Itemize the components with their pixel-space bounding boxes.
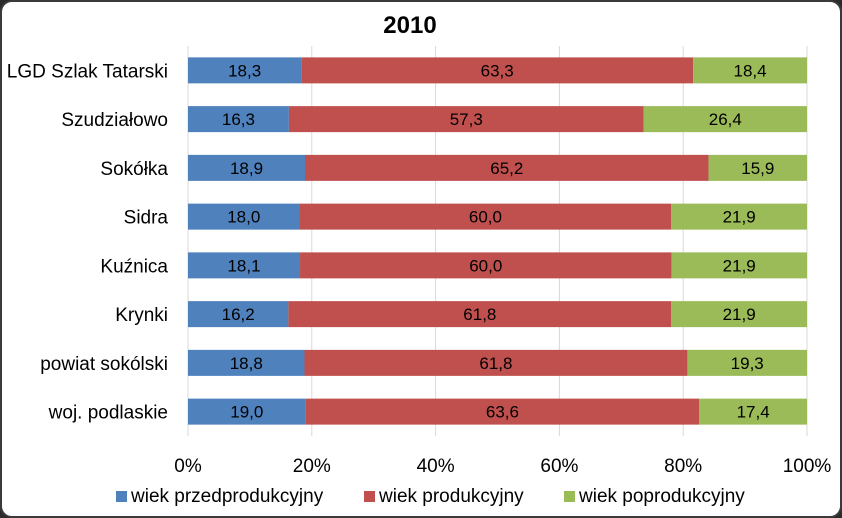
- data-label: 18,9: [230, 159, 263, 178]
- legend-label: wiek przedprodukcyjny: [130, 486, 324, 507]
- bar-segment: [188, 252, 301, 279]
- data-label: 18,4: [734, 61, 767, 80]
- data-label: 16,3: [222, 110, 255, 129]
- bar-segment: [304, 154, 709, 181]
- x-tick-label: 0%: [174, 456, 202, 477]
- data-label: 18,3: [228, 61, 261, 80]
- x-tick-label: 40%: [417, 456, 455, 477]
- bar-segment: [188, 154, 305, 181]
- data-label: 15,9: [741, 159, 774, 178]
- data-label: 19,0: [230, 403, 263, 422]
- legend-label: wiek poprodukcyjny: [578, 486, 745, 507]
- gridlines: [187, 46, 808, 436]
- bar-segment: [188, 398, 306, 425]
- bar-segment: [188, 203, 300, 230]
- bar-segment: [188, 349, 305, 376]
- category-label: Kuźnica: [100, 256, 168, 277]
- data-label: 16,2: [222, 305, 255, 324]
- x-tick-label: 80%: [664, 456, 702, 477]
- bar-segment: [699, 398, 807, 425]
- data-label: 60,0: [469, 208, 502, 227]
- data-label: 65,2: [490, 159, 523, 178]
- legend-label: wiek produkcyjny: [378, 486, 524, 507]
- data-label: 63,3: [481, 61, 514, 80]
- bar-segment: [188, 106, 289, 133]
- category-label: Sokółka: [100, 159, 168, 180]
- bar-segment: [288, 301, 672, 328]
- category-label: powiat sokólski: [40, 354, 168, 375]
- data-label: 61,8: [463, 305, 496, 324]
- category-label: Krynki: [115, 305, 168, 326]
- bar-segment: [671, 252, 807, 279]
- category-label: woj. podlaskie: [48, 403, 168, 424]
- data-label: 60,0: [469, 256, 502, 275]
- data-label: 21,9: [723, 305, 756, 324]
- bar-segment: [301, 57, 694, 84]
- data-label: 18,8: [230, 354, 263, 373]
- legend-swatch: [564, 491, 575, 502]
- category-label: Szudziałowo: [61, 110, 168, 131]
- legend-swatch: [364, 491, 375, 502]
- bar-segment: [304, 349, 688, 376]
- category-label: Sidra: [124, 208, 169, 229]
- chart-title: 2010: [383, 12, 436, 39]
- bar-segment: [708, 154, 807, 181]
- bar-segment: [687, 349, 807, 376]
- data-label: 57,3: [450, 110, 483, 129]
- x-axis-tick-labels: 0% 20% 40% 60% 80% 100%: [174, 456, 831, 477]
- bar-segment: [188, 57, 302, 84]
- data-label: 21,9: [723, 208, 756, 227]
- data-label: 17,4: [737, 403, 770, 422]
- bar-segment: [693, 57, 807, 84]
- data-label: 26,4: [709, 110, 742, 129]
- category-label: LGD Szlak Tatarski: [7, 61, 168, 82]
- bar-segment: [188, 301, 289, 328]
- x-tick-label: 20%: [293, 456, 331, 477]
- data-label: 18,0: [227, 208, 260, 227]
- legend: wiek przedprodukcyjny wiek produkcyjny wie…: [116, 486, 745, 507]
- data-label: 21,9: [723, 256, 756, 275]
- data-label: 61,8: [479, 354, 512, 373]
- bar-segment: [643, 106, 807, 133]
- bar-segment: [288, 106, 644, 133]
- bar-segment: [671, 203, 807, 230]
- x-tick-label: 60%: [540, 456, 578, 477]
- data-label: 19,3: [731, 354, 764, 373]
- bar-segment: [305, 398, 700, 425]
- bars: 18,3 63,3 18,4 16,3 57,3 26,4 18,9 65,2 15,9 18,0…: [188, 57, 807, 425]
- bar-segment: [671, 301, 807, 328]
- category-labels: LGD Szlak Tatarski Szudziałowo Sokółka Sidr…: [7, 61, 169, 423]
- bar-segment: [299, 203, 672, 230]
- x-tick-label: 100%: [783, 456, 832, 477]
- data-label: 63,6: [486, 403, 519, 422]
- bar-segment: [300, 252, 672, 279]
- data-label: 18,1: [227, 256, 260, 275]
- legend-swatch: [116, 491, 127, 502]
